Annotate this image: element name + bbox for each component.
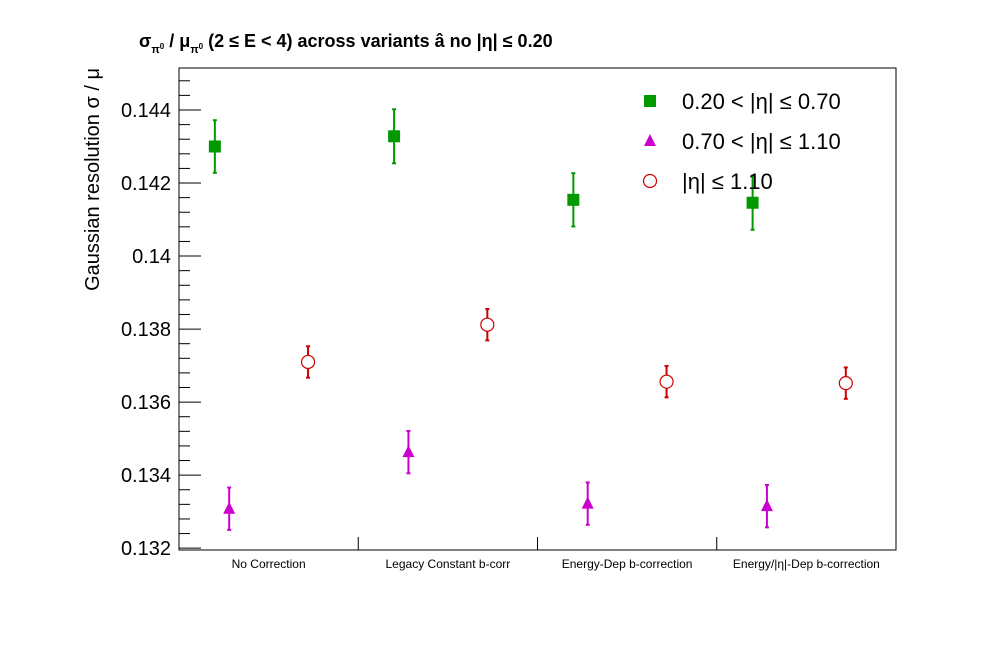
legend-marker [642,173,658,189]
data-point [581,481,594,526]
y-tick-label: 0.132 [121,538,171,560]
data-marker [659,374,674,389]
data-point [760,484,773,529]
x-tick-label: Energy-Dep b-correction [562,557,693,571]
y-tick-label: 0.134 [121,465,171,487]
legend-label: 0.20 < |η| ≤ 0.70 [682,89,841,114]
y-tick-label: 0.142 [121,173,171,195]
legend-label: |η| ≤ 1.10 [682,169,773,194]
title-sigma-sup-zero: 0 [160,42,165,51]
data-marker [838,376,853,391]
title-sigma-sub-pi: π [151,44,160,56]
data-marker [223,501,236,514]
data-point [388,108,401,165]
legend-marker [644,95,656,107]
data-marker [388,130,401,143]
legend-entry: 0.20 < |η| ≤ 0.70 [644,89,841,114]
title-mu-sub-pi: π [190,44,199,56]
data-marker [208,140,221,153]
legend-entry: 0.70 < |η| ≤ 1.10 [644,129,841,154]
y-tick-label: 0.138 [121,319,171,341]
title-sigma: σ [139,31,151,51]
x-tick-label: No Correction [232,557,306,571]
data-marks [208,108,853,531]
data-point [300,345,316,379]
x-tick-label: Energy/|η|-Dep b-correction [733,557,880,571]
title-slash: / [164,31,179,51]
y-tick-label: 0.14 [132,246,171,268]
title-mu-sup-zero: 0 [199,42,204,51]
data-marker [581,496,594,509]
legend: 0.20 < |η| ≤ 0.70 0.70 < |η| ≤ 1.10 |η| ≤ … [642,89,841,194]
data-marker [300,354,316,370]
data-point [480,308,495,342]
y-tick-label: 0.136 [121,392,171,414]
legend-entry: |η| ≤ 1.10 [642,169,773,194]
y-axis: 0.132 0.134 0.136 0.138 0.14 0.142 0.144 [121,80,201,560]
legend-label: 0.70 < |η| ≤ 1.10 [682,129,841,154]
data-point [659,364,674,399]
data-marker [567,193,580,206]
data-point [223,486,236,531]
title-rest: (2 ≤ E < 4) across variants â no |η| ≤ 0… [203,31,552,51]
x-tick-label: Legacy Constant b-corr [386,557,511,571]
data-marker [402,445,415,458]
data-marker [760,499,773,512]
data-point [746,174,759,231]
y-axis-label: Gaussian resolution σ / μ [82,68,104,291]
data-point [838,366,853,400]
data-marker [480,317,495,332]
data-point [402,429,415,475]
data-marker [746,196,759,209]
chart-title: σπ0 / μπ0 (2 ≤ E < 4) across variants â … [139,31,553,56]
data-point [567,172,580,228]
title-mu: μ [179,31,190,51]
data-point [208,119,221,174]
x-axis: No Correction Legacy Constant b-corr Energ… [232,537,880,571]
legend-marker [644,134,656,146]
y-tick-label: 0.144 [121,100,171,122]
